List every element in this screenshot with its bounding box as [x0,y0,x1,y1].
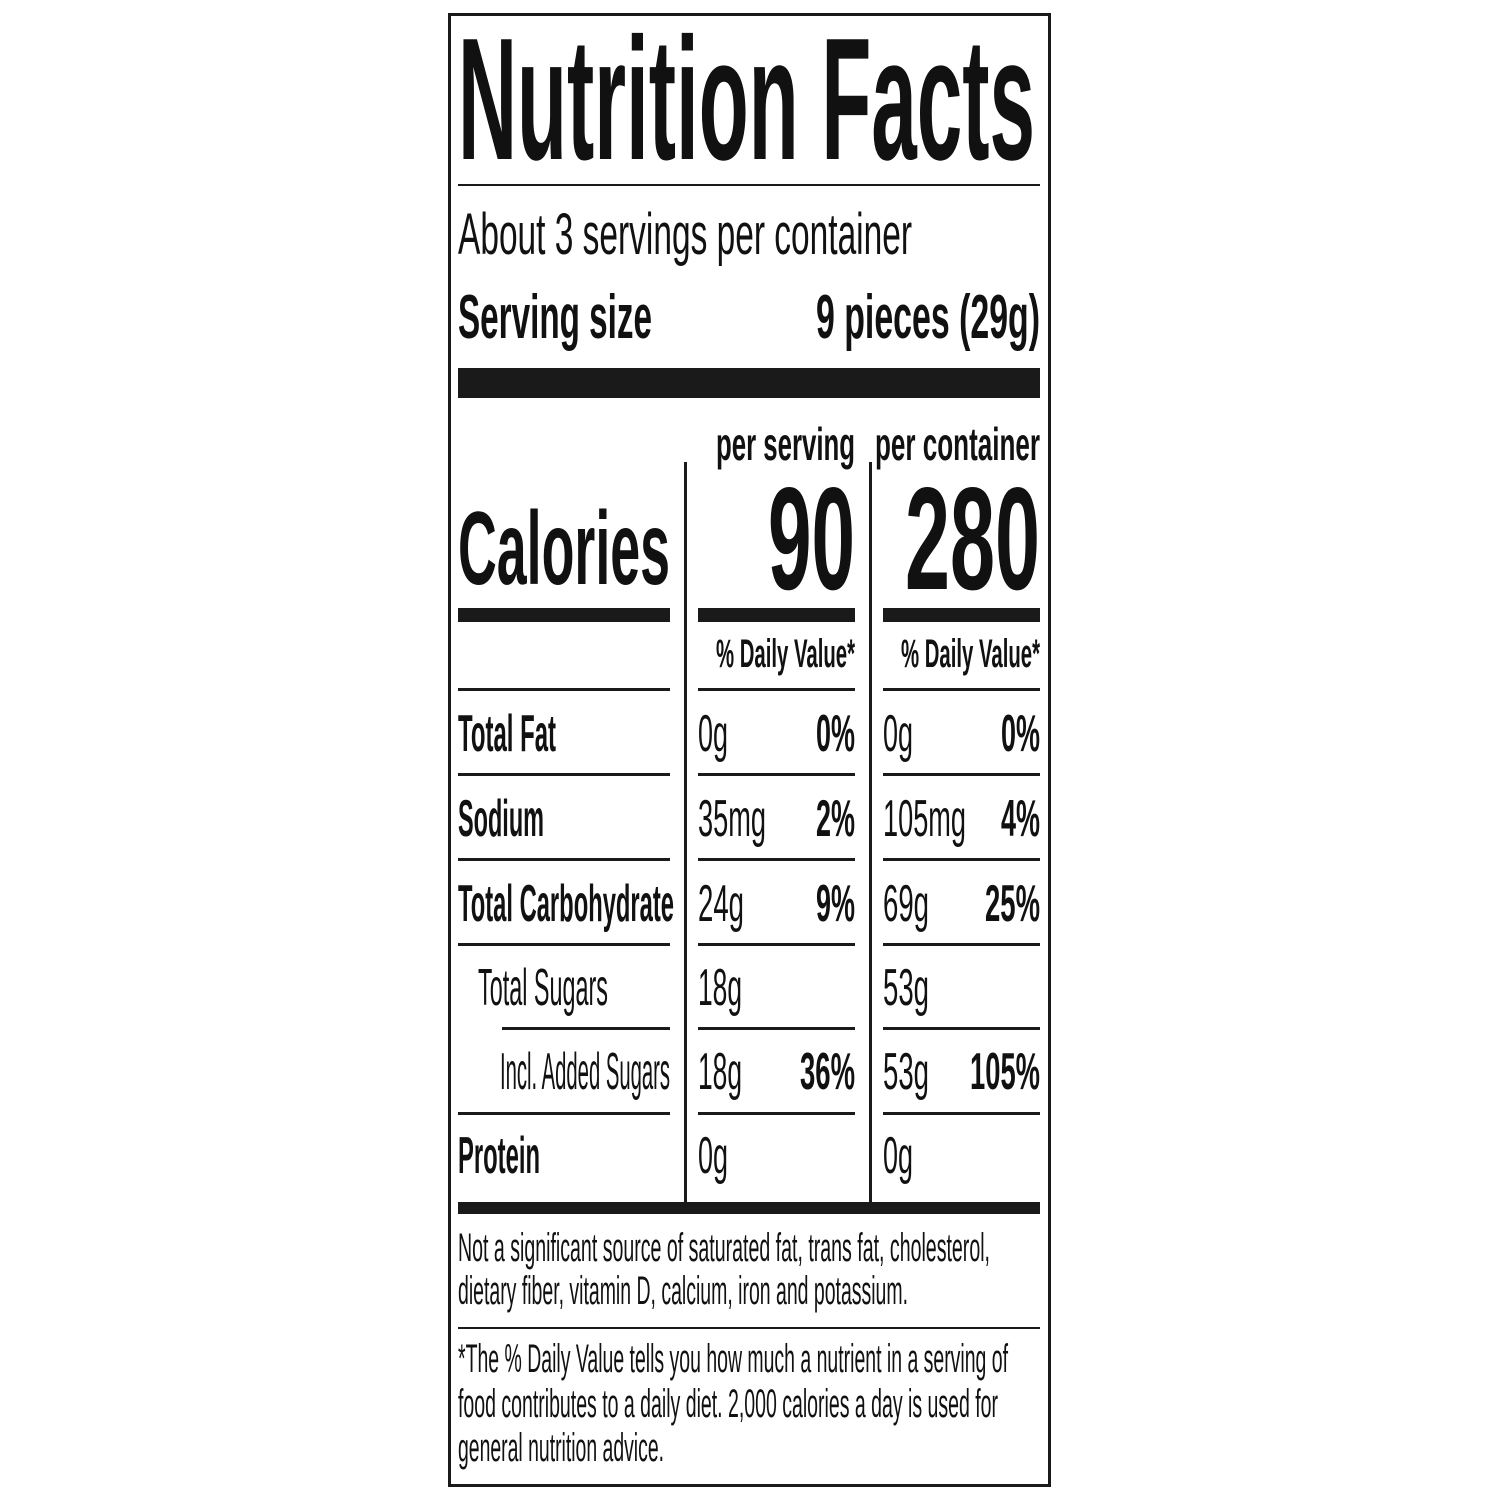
calories-per-container: 280 [905,456,1040,620]
nutrient-label: Sodium [458,789,544,848]
nutrition-label-border [448,13,1051,1487]
row-divider [698,943,855,946]
row-divider [698,773,855,776]
row-divider [883,858,1040,861]
nutrient-container-dv: 105% [970,1042,1040,1101]
nutrient-label: Total Sugars [478,958,608,1017]
footnote-line: food contributes to a daily diet. 2,000 … [458,1382,998,1426]
nutrient-serving-dv: 2% [816,789,855,848]
row-divider [458,688,670,691]
nutrient-serving-amount: 0g [698,1126,728,1185]
calories-label: Calories [458,490,670,607]
footnote-line: dietary fiber, vitamin D, calcium, iron … [458,1269,908,1313]
nutrient-container-amount: 0g [883,1126,913,1185]
footnote-line: *The % Daily Value tells you how much a … [458,1337,1008,1381]
servings-per-container: About 3 servings per container [458,201,912,267]
row-divider [883,773,1040,776]
row-divider [502,1027,670,1030]
nutrient-container-amount: 53g [883,958,929,1017]
serving-size-value: 9 pieces (29g) [816,283,1040,353]
thick-divider [458,368,1040,398]
nutrient-container-amount: 105mg [883,789,966,848]
row-divider [698,688,855,691]
nutrient-label: Total Fat [458,704,556,763]
nutrient-serving-dv: 0% [816,704,855,763]
footnote-line: general nutrition advice. [458,1426,664,1470]
nutrient-serving-dv: 36% [800,1042,855,1101]
nutrient-container-amount: 0g [883,704,913,763]
row-divider [698,1027,855,1030]
label-title: Nutrition Facts [458,1,1035,197]
nutrient-serving-amount: 35mg [698,789,766,848]
nutrient-label: Incl. Added Sugars [500,1042,670,1101]
row-divider [458,858,670,861]
nutrient-serving-dv: 9% [816,874,855,933]
nutrient-label: Protein [458,1126,540,1185]
daily-value-header-serving: % Daily Value* [716,632,855,676]
nutrient-container-amount: 53g [883,1042,929,1101]
nutrient-serving-amount: 24g [698,874,744,933]
row-divider [883,1112,1040,1115]
divider [458,184,1040,186]
nutrient-serving-amount: 18g [698,1042,742,1101]
row-divider [883,1027,1040,1030]
thick-divider [698,608,855,622]
calories-per-serving: 90 [768,456,855,620]
footnote-line: Not a significant source of saturated fa… [458,1226,990,1270]
thick-divider [458,1202,1040,1214]
row-divider [458,1112,670,1115]
nutrient-label: Total Carbohydrate [458,874,674,933]
row-divider [883,688,1040,691]
per-serving-header: per serving [716,417,855,470]
column-divider [684,462,687,1203]
daily-value-header-container: % Daily Value* [901,632,1040,676]
row-divider [883,943,1040,946]
nutrient-container-dv: 25% [985,874,1040,933]
row-divider [698,1112,855,1115]
per-container-header: per container [875,417,1040,470]
nutrient-container-amount: 69g [883,874,929,933]
column-divider [869,462,872,1203]
nutrient-container-dv: 4% [1001,789,1040,848]
row-divider [698,858,855,861]
divider [458,1327,1040,1329]
thick-divider [458,608,670,622]
nutrient-container-dv: 0% [1001,704,1040,763]
thick-divider [883,608,1040,622]
row-divider [458,773,670,776]
serving-size-label: Serving size [458,283,652,353]
nutrient-serving-amount: 0g [698,704,728,763]
nutrient-serving-amount: 18g [698,958,742,1017]
row-divider [458,943,670,946]
